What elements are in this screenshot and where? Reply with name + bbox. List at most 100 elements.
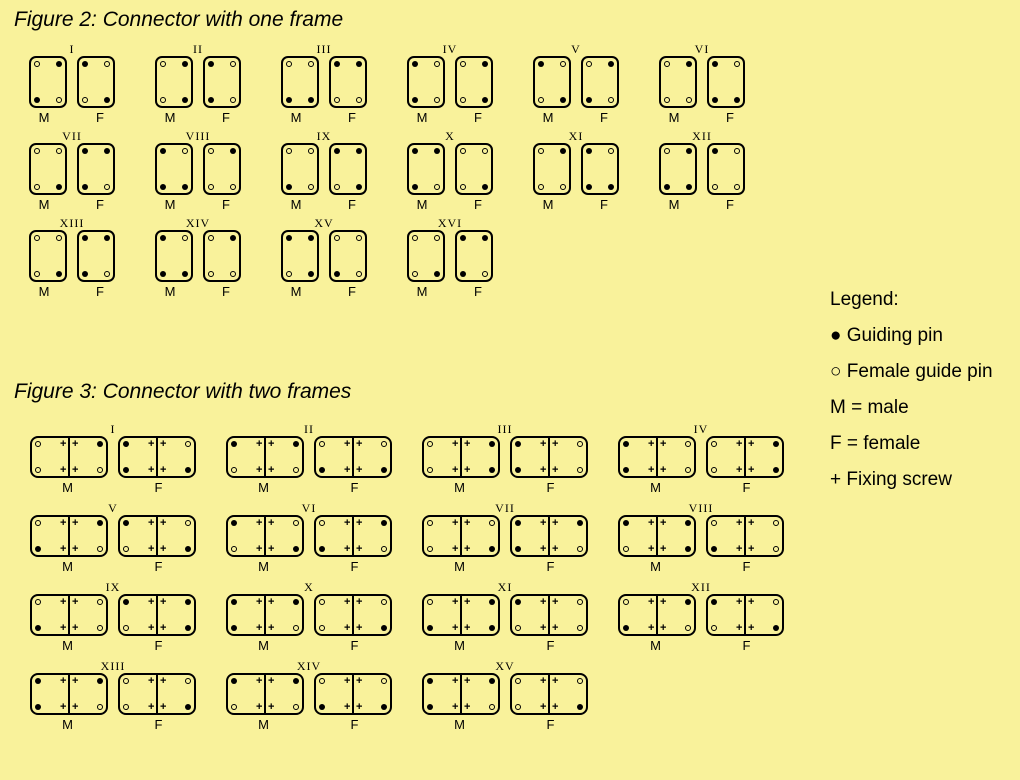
female-guide-pin-icon: [427, 599, 433, 605]
female-guide-pin-icon: [427, 546, 433, 552]
female-guide-pin-icon: [182, 148, 188, 154]
guiding-pin-icon: [577, 520, 583, 526]
female-label: F: [512, 480, 590, 495]
female-label: F: [333, 110, 371, 125]
female-label: F: [120, 638, 198, 653]
guiding-pin-icon: [185, 599, 191, 605]
male-label: M: [617, 638, 695, 653]
male-label: M: [29, 559, 107, 574]
female-guide-pin-icon: [560, 184, 566, 190]
variant-roman: XIV: [218, 659, 400, 673]
fixing-screw-icon: +: [72, 625, 78, 631]
fixing-screw-icon: +: [452, 625, 458, 631]
female-guide-pin-icon: [286, 271, 292, 277]
fixing-screw-icon: +: [60, 520, 66, 526]
guiding-pin-icon: [182, 61, 188, 67]
female-guide-pin-icon: [356, 271, 362, 277]
guiding-pin-icon: [623, 520, 629, 526]
fixing-screw-icon: +: [648, 599, 654, 605]
variant-roman: XIII: [16, 216, 128, 230]
female-label: F: [708, 559, 786, 574]
guiding-pin-icon: [412, 97, 418, 103]
male-label: M: [29, 480, 107, 495]
fixing-screw-icon: +: [268, 678, 274, 684]
connector-double-frame: ++++: [30, 594, 108, 636]
legend-item: F = female: [830, 426, 993, 462]
fixing-screw-icon: +: [648, 546, 654, 552]
guiding-pin-icon: [97, 678, 103, 684]
connector-variant: XVI MF: [394, 216, 506, 299]
guiding-pin-icon: [97, 520, 103, 526]
guiding-pin-icon: [182, 271, 188, 277]
legend-item: ● Guiding pin: [830, 318, 993, 354]
frame-divider: [744, 438, 746, 476]
fixing-screw-icon: +: [72, 546, 78, 552]
fixing-screw-icon: +: [344, 599, 350, 605]
guiding-pin-icon: [319, 704, 325, 710]
fixing-screw-icon: +: [552, 678, 558, 684]
male-label: M: [617, 559, 695, 574]
female-guide-pin-icon: [286, 148, 292, 154]
fixing-screw-icon: +: [148, 704, 154, 710]
male-label: M: [225, 717, 303, 732]
female-label: F: [333, 197, 371, 212]
female-guide-pin-icon: [208, 271, 214, 277]
female-guide-pin-icon: [334, 184, 340, 190]
female-label: F: [585, 197, 623, 212]
guiding-pin-icon: [712, 148, 718, 154]
female-guide-pin-icon: [104, 184, 110, 190]
female-label: F: [711, 110, 749, 125]
connector-double-frame: ++++: [706, 594, 784, 636]
guiding-pin-icon: [208, 97, 214, 103]
connector-double-frame: ++++: [30, 515, 108, 557]
female-label: F: [120, 480, 198, 495]
fixing-screw-icon: +: [344, 704, 350, 710]
female-guide-pin-icon: [230, 184, 236, 190]
connector-double-frame: ++++: [226, 594, 304, 636]
variant-roman: VIII: [142, 129, 254, 143]
guiding-pin-icon: [381, 520, 387, 526]
female-label: F: [316, 638, 394, 653]
fixing-screw-icon: +: [660, 441, 666, 447]
connector-frame: [407, 56, 445, 108]
variant-roman: XII: [646, 129, 758, 143]
variant-roman: XV: [268, 216, 380, 230]
guiding-pin-icon: [286, 184, 292, 190]
guiding-pin-icon: [381, 704, 387, 710]
fixing-screw-icon: +: [660, 520, 666, 526]
connector-variant: VII ++++ ++++ MF: [414, 501, 596, 574]
guiding-pin-icon: [286, 235, 292, 241]
male-label: M: [277, 197, 315, 212]
guiding-pin-icon: [381, 625, 387, 631]
female-guide-pin-icon: [515, 704, 521, 710]
fixing-screw-icon: +: [268, 441, 274, 447]
fixing-screw-icon: +: [748, 546, 754, 552]
female-guide-pin-icon: [34, 61, 40, 67]
fixing-screw-icon: +: [748, 441, 754, 447]
fixing-screw-icon: +: [60, 625, 66, 631]
connector-frame: [203, 230, 241, 282]
frame-divider: [548, 517, 550, 555]
guiding-pin-icon: [160, 184, 166, 190]
fixing-screw-icon: +: [736, 625, 742, 631]
fixing-screw-icon: +: [344, 467, 350, 473]
guiding-pin-icon: [35, 625, 41, 631]
frame-divider: [460, 596, 462, 634]
female-guide-pin-icon: [123, 678, 129, 684]
fixing-screw-icon: +: [552, 520, 558, 526]
guiding-pin-icon: [56, 271, 62, 277]
guiding-pin-icon: [104, 235, 110, 241]
fixing-screw-icon: +: [256, 520, 262, 526]
connector-double-frame: ++++: [30, 436, 108, 478]
female-guide-pin-icon: [685, 467, 691, 473]
female-guide-pin-icon: [434, 97, 440, 103]
fixing-screw-icon: +: [356, 704, 362, 710]
connector-frame: [155, 143, 193, 195]
female-guide-pin-icon: [35, 467, 41, 473]
connector-frame: [581, 56, 619, 108]
fixing-screw-icon: +: [464, 678, 470, 684]
female-guide-pin-icon: [319, 520, 325, 526]
legend: Legend: ● Guiding pin ○ Female guide pin…: [830, 282, 993, 499]
female-label: F: [585, 110, 623, 125]
guiding-pin-icon: [185, 546, 191, 552]
